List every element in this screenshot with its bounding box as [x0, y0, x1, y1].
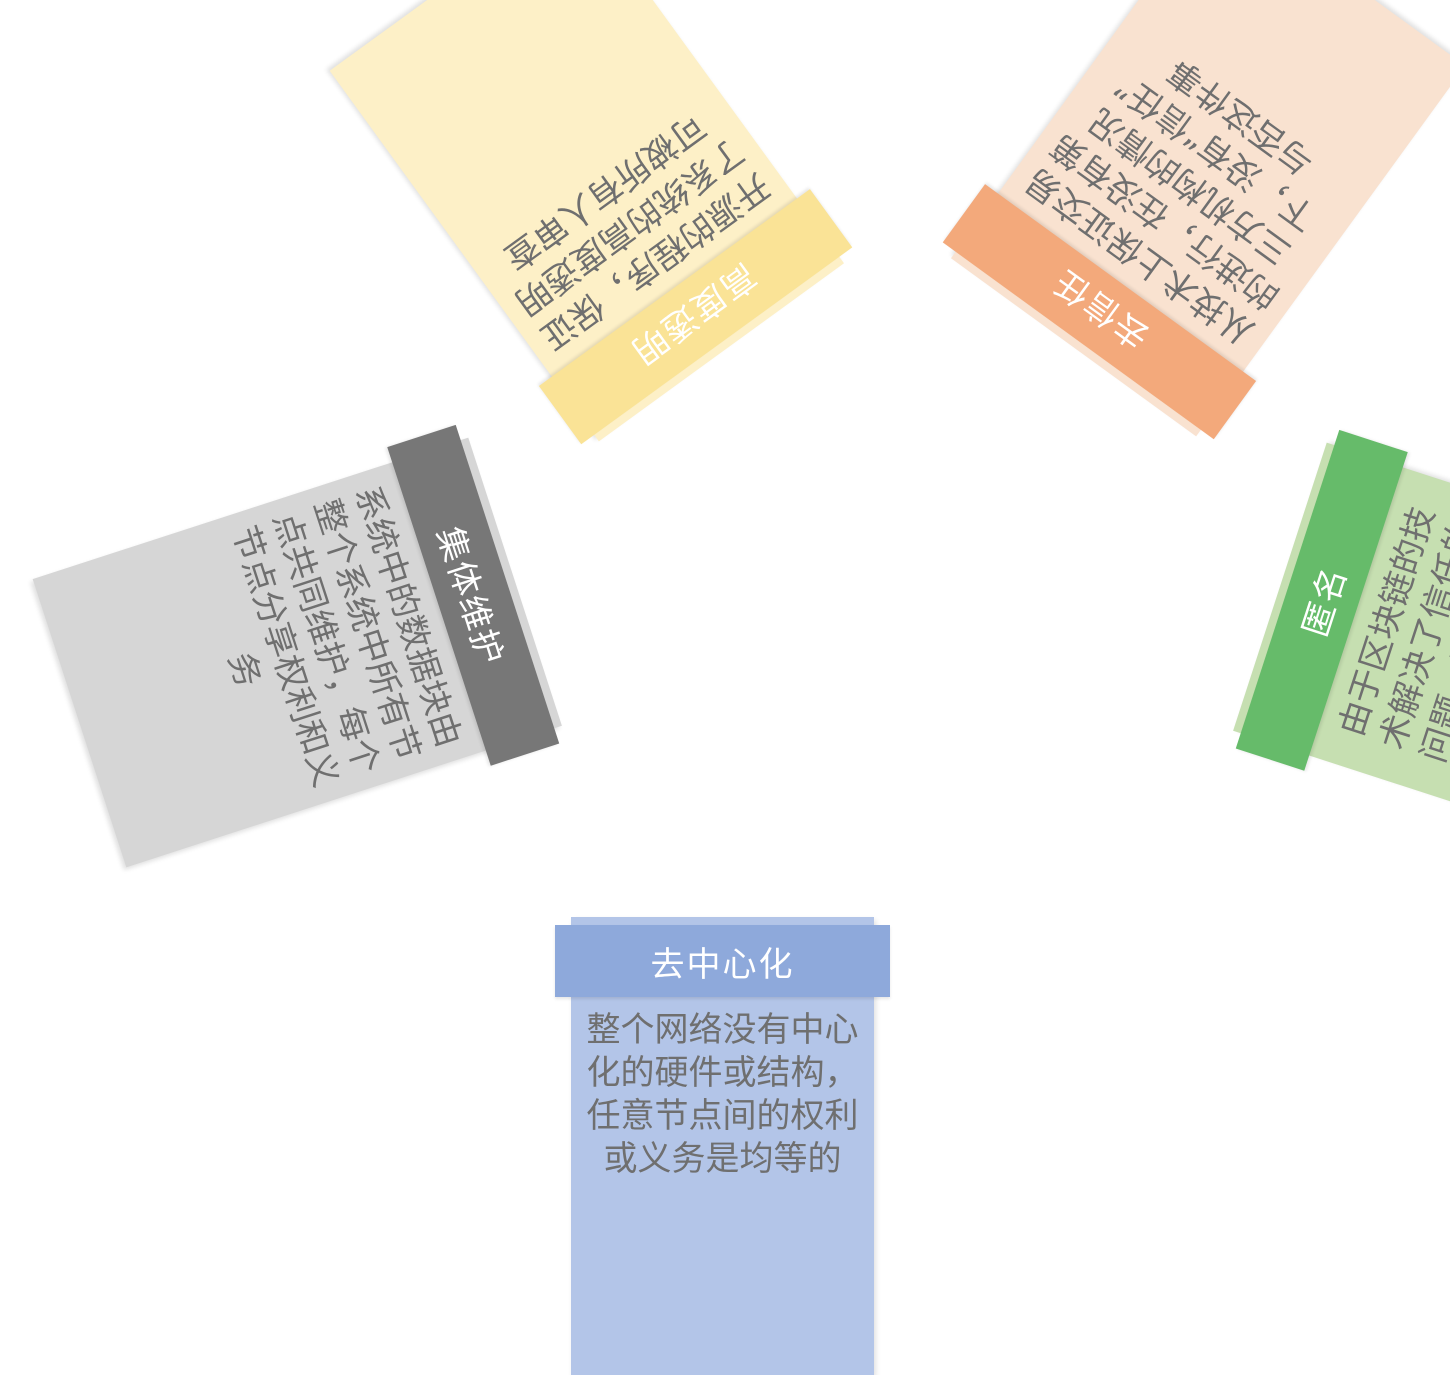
card-decentralization-text: 整个网络没有中心 化的硬件或结构， 任意节点间的权利 或义务是均等的 [586, 1010, 859, 1179]
card-anonymous: 匿名 由于区块链的技 术解决了信任的 问题，因此交易 双方没有必要了 解对方，交… [1217, 424, 1450, 888]
card-collective-maintenance: 集体维护 系统中的数据块由 整个系统中所有节 点共同维护，每个 节点分享权利和义… [28, 419, 579, 883]
card-transparency: 高度透明 开源的程序，保证 了系统的高度透明 可被所有人审查 [317, 0, 864, 460]
card-decentralization-title: 去中心化 [555, 925, 890, 997]
card-trustless: 去信任 从技术上保证交易 的进行，在没有第 三方机构的情况 下，没有“信任” 与… [931, 0, 1450, 455]
card-decentralization: 去中心化 整个网络没有中心 化的硬件或结构， 任意节点间的权利 或义务是均等的 [555, 905, 890, 1375]
